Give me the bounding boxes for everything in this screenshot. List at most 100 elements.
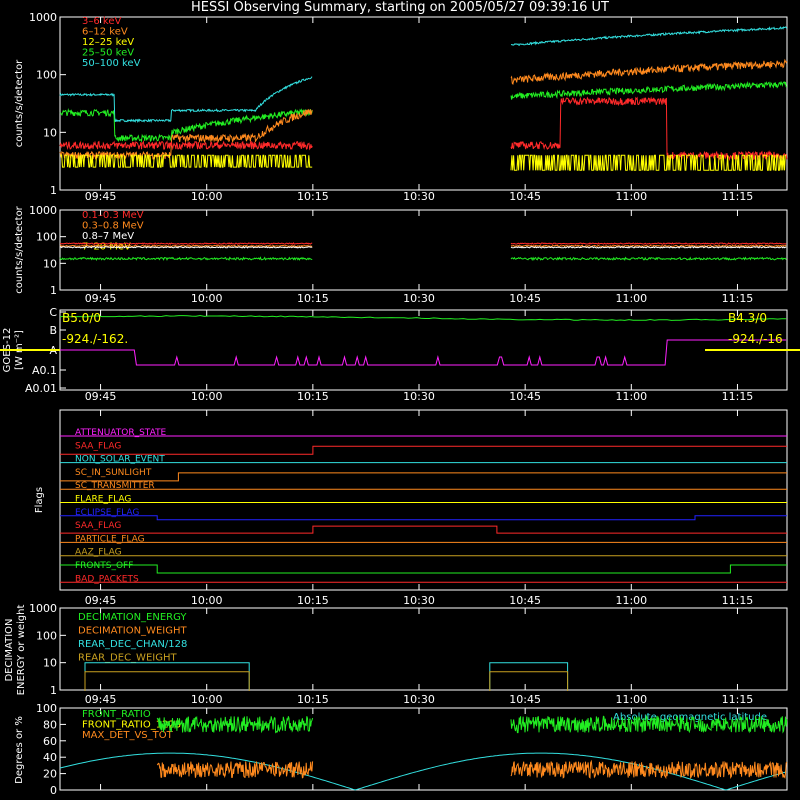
time-tick-label: 10:45 xyxy=(509,594,541,607)
rear-dec-chan-line xyxy=(489,662,569,690)
y-axis-label: Degrees or % xyxy=(14,716,25,784)
series-line-6-12kev xyxy=(59,108,313,161)
series-line-7-20mev xyxy=(510,256,787,262)
time-tick-label: 10:30 xyxy=(403,693,435,706)
y-axis-label: counts/s/detector xyxy=(14,59,25,147)
y-tick-label: 60 xyxy=(43,735,57,748)
goes-annotation: B5.0/0 xyxy=(62,311,101,325)
time-tick-label: 11:15 xyxy=(722,190,754,203)
panel-frame xyxy=(59,707,788,791)
y-tick-label: 80 xyxy=(43,718,57,731)
y-axis-label: counts/s/detector xyxy=(14,205,25,293)
flag-line xyxy=(60,445,787,455)
time-tick-label: 10:15 xyxy=(297,693,329,706)
series-line-6-12kev xyxy=(510,58,788,86)
y-tick-label: 100 xyxy=(36,702,57,715)
legend-entry: 12–25 keV xyxy=(82,37,134,48)
time-tick-label: 11:15 xyxy=(722,390,754,403)
time-tick-label: 10:15 xyxy=(297,190,329,203)
time-tick-label: 10:00 xyxy=(191,693,223,706)
flag-label: SC_TRANSMITTER xyxy=(75,481,155,491)
time-tick-label: 10:15 xyxy=(297,594,329,607)
series-line-0.8-7mev xyxy=(510,246,787,249)
y-tick-label: 100 xyxy=(36,69,57,82)
panel-frame xyxy=(59,607,788,691)
y-axis-label: DECIMATION xyxy=(4,618,15,681)
time-tick-label: 10:00 xyxy=(191,190,223,203)
panel-frame xyxy=(59,409,788,591)
front-ratio-line xyxy=(156,715,314,734)
goes-long-channel xyxy=(59,314,787,321)
y-axis-label-2: ENERGY or weight xyxy=(16,605,27,696)
panel-frame xyxy=(59,309,788,391)
y-tick-label: A0.01 xyxy=(25,382,57,395)
series-line-3-6kev xyxy=(510,96,788,162)
series-line-0.8-7mev xyxy=(59,245,313,249)
time-tick-label: 11:15 xyxy=(722,594,754,607)
rear-dec-weight-line xyxy=(84,671,250,691)
rear-dec-weight-line xyxy=(489,671,569,691)
y-tick-label: 20 xyxy=(43,768,57,781)
y-tick-label: 10 xyxy=(43,126,57,139)
goes-annotation: B4.3/0 xyxy=(728,311,767,325)
time-tick-label: 11:00 xyxy=(615,693,647,706)
legend-entry: 0.3–0.8 MeV xyxy=(82,221,144,232)
flag-label: ECLIPSE_FLAG xyxy=(75,508,139,518)
flag-label: AAZ_FLAG xyxy=(75,548,122,558)
y-tick-label: C xyxy=(49,306,57,319)
y-tick-label: 1 xyxy=(50,184,57,197)
time-tick-label: 10:30 xyxy=(403,594,435,607)
legend-entry: DECIMATION_ENERGY xyxy=(78,612,187,623)
time-tick-label: 09:45 xyxy=(85,693,117,706)
time-tick-label: 10:30 xyxy=(403,190,435,203)
time-tick-label: 10:00 xyxy=(191,292,223,305)
time-tick-label: 10:45 xyxy=(509,390,541,403)
page-title: HESSI Observing Summary, starting on 200… xyxy=(191,0,609,15)
legend-entry: DECIMATION_WEIGHT xyxy=(78,626,187,637)
flag-label: BAD_PACKETS xyxy=(75,574,139,584)
series-line-0.3-0.8mev xyxy=(510,244,787,248)
flag-label: SAA_FLAG xyxy=(75,441,121,451)
series-line-25-50kev xyxy=(510,80,788,100)
legend-entry: 0.1–0.3 MeV xyxy=(82,210,144,221)
series-line-25-50kev xyxy=(59,107,313,143)
legend-entry: 0.8–7 MeV xyxy=(82,231,134,242)
flag-line xyxy=(60,515,787,521)
legend-entry: 3–6 keV xyxy=(82,16,121,27)
time-tick-label: 10:30 xyxy=(403,292,435,305)
flag-label: SAA_FLAG xyxy=(75,521,121,531)
series-line-50-100kev xyxy=(59,76,313,124)
legend-entry: 6–12 keV xyxy=(82,27,128,38)
time-tick-label: 09:45 xyxy=(85,594,117,607)
time-tick-label: 09:45 xyxy=(85,390,117,403)
series-line-12-25kev xyxy=(60,154,313,168)
flag-line xyxy=(60,472,787,482)
flag-label: FLARE_FLAG xyxy=(75,495,131,505)
time-tick-label: 11:00 xyxy=(615,292,647,305)
y-tick-label: 100 xyxy=(36,629,57,642)
y-tick-label: 40 xyxy=(43,751,57,764)
series-line-50-100kev xyxy=(510,26,788,46)
series-line-12-25kev xyxy=(510,154,787,171)
time-tick-label: 09:45 xyxy=(85,292,117,305)
y-tick-label: 1 xyxy=(50,284,57,297)
time-tick-label: 10:45 xyxy=(509,693,541,706)
flag-label: SC_IN_SUNLIGHT xyxy=(75,468,152,478)
series-line-7-20mev xyxy=(59,256,313,261)
time-tick-label: 10:45 xyxy=(509,190,541,203)
legend-entry: MAX_DET_VS_TOT xyxy=(82,730,174,741)
series-line-3-6kev xyxy=(59,140,313,151)
flag-label: NON_SOLAR_EVENT xyxy=(75,455,165,465)
series-line-0.3-0.8mev xyxy=(59,244,313,248)
legend-entry: FRONT_RATIO xyxy=(82,709,151,720)
time-tick-label: 11:15 xyxy=(722,292,754,305)
y-axis-label: Flags xyxy=(34,487,45,513)
goes-annotation: -924./-16 xyxy=(728,332,783,346)
legend-entry: Absolute geomagnetic latitude xyxy=(613,712,767,723)
legend-entry: 25–50 keV xyxy=(82,48,134,59)
legend-entry: 50–100 keV xyxy=(82,58,141,69)
flag-label: PARTICLE_FLAG xyxy=(75,534,145,544)
panel-frame xyxy=(59,16,788,191)
y-tick-label: 10 xyxy=(43,657,57,670)
